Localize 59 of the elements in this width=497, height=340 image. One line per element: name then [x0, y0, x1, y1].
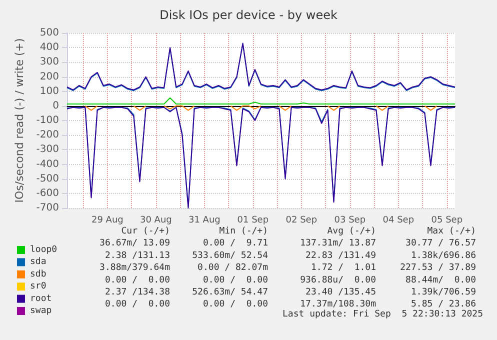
y-tick-label: -300: [36, 144, 59, 156]
text: 227.53 / 37.89: [400, 263, 476, 274]
x-tick-label: 29 Aug: [91, 216, 124, 226]
y-tick-label: -600: [36, 188, 59, 199]
text: 88.44m/ 0.00: [406, 275, 476, 286]
text: 0.00 / 9.71: [202, 238, 268, 249]
chart-title: Disk IOs per device - by week: [160, 8, 338, 22]
text: 0.00 / 82.07m: [198, 263, 268, 274]
text: 1.39k/706.59: [410, 288, 476, 298]
text: Last update: Fri Sep 5 22:30:13 2025: [282, 310, 483, 320]
legend-label: sdb: [30, 269, 46, 280]
x-tick-label: 01 Sep: [237, 216, 269, 226]
text: 526.63m/ 54.47: [192, 288, 268, 298]
text: Max (-/+): [427, 226, 476, 236]
x-tick-label: 05 Sep: [431, 216, 463, 226]
text: 0.00 / 0.00: [202, 275, 268, 286]
y-tick-label: -200: [36, 130, 59, 141]
y-tick-label: 0: [52, 100, 59, 112]
x-tick-label: 31 Aug: [188, 216, 220, 226]
x-tick-label: 30 Aug: [140, 216, 172, 226]
text: Cur (-/+): [121, 226, 170, 236]
text: 22.83 /131.49: [306, 250, 376, 261]
text: 36.67m/ 13.09: [100, 238, 170, 249]
text: 30.77 / 76.57: [406, 238, 476, 249]
text: 2.37 /134.38: [104, 288, 170, 298]
legend-label: loop0: [30, 245, 58, 255]
y-tick-label: -500: [36, 173, 59, 184]
line-series: [66, 97, 456, 105]
y-tick-label: 200: [40, 71, 59, 82]
text: 533.60m/ 52.54: [192, 250, 268, 261]
y-tick-label: 500: [40, 28, 59, 38]
text: 0.00 / 0.00: [104, 300, 170, 310]
y-tick-label: 400: [40, 42, 59, 54]
y-tick-label: -100: [36, 115, 59, 126]
text: Avg (-/+): [327, 226, 376, 236]
text: 3.88m/379.64m: [100, 263, 170, 274]
y-tick-label: 100: [40, 86, 59, 97]
text: 1.72 / 1.01: [310, 263, 376, 274]
legend-label: root: [30, 294, 52, 304]
text: Min (-/+): [219, 226, 268, 236]
x-tick-label: 02 Sep: [286, 216, 318, 226]
text: 1.38k/696.86: [410, 250, 476, 261]
text: 5.85 / 23.86: [410, 300, 476, 310]
text: 2.38 /131.13: [104, 250, 170, 261]
text: 0.00 / 0.00: [104, 275, 170, 286]
text: 17.37m/108.30m: [300, 300, 376, 310]
y-tick-label: -400: [36, 158, 59, 170]
x-tick-label: 03 Sep: [334, 216, 366, 226]
y-axis-title: IOs/second read (-) / write (+): [13, 38, 26, 203]
text: 23.40 /135.45: [306, 288, 376, 298]
legend-label: sda: [30, 257, 46, 268]
text: 137.31m/ 13.87: [300, 238, 376, 249]
text: 936.88u/ 0.00: [300, 275, 376, 286]
x-tick-label: 04 Sep: [382, 216, 414, 226]
text: 0.00 / 0.00: [202, 300, 268, 310]
y-tick-label: 300: [40, 56, 59, 68]
y-tick-label: -700: [36, 202, 59, 214]
legend-label: sr0: [30, 282, 46, 292]
legend-label: swap: [30, 306, 52, 316]
